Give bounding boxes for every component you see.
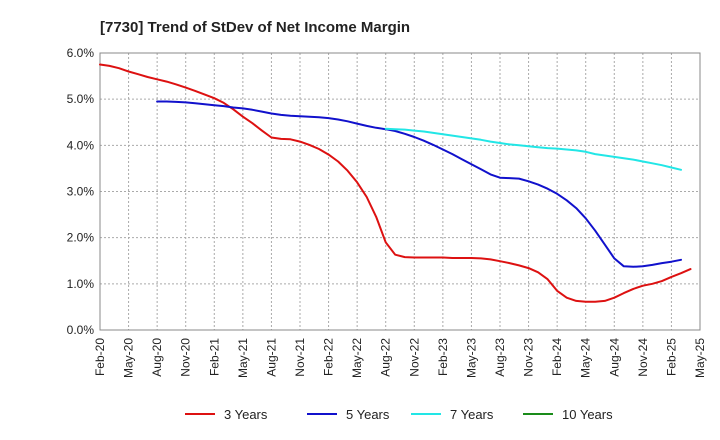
x-tick-label: May-25 <box>693 338 707 378</box>
chart-title: [7730] Trend of StDev of Net Income Marg… <box>100 19 410 36</box>
x-tick-label: Nov-21 <box>293 338 307 377</box>
y-tick-label: 1.0% <box>67 277 95 291</box>
x-tick-label: Feb-20 <box>93 338 107 376</box>
plot-frame <box>99 52 701 331</box>
y-tick-label: 2.0% <box>67 231 95 245</box>
axes: 0.0% 1.0% 2.0% 3.0% 4.0% 5.0% 6.0% Feb-20 May-20… <box>67 46 707 378</box>
grid <box>99 52 701 331</box>
legend-label: 3 Years <box>224 407 268 422</box>
y-tick-label: 5.0% <box>67 92 95 106</box>
x-tick-label: Aug-20 <box>150 338 164 377</box>
series-lines <box>99 63 692 303</box>
x-tick-label: Nov-24 <box>636 338 650 377</box>
x-tick-label: Feb-21 <box>207 338 221 376</box>
x-tick-label: Aug-22 <box>379 338 393 377</box>
legend-label: 5 Years <box>346 407 390 422</box>
x-tick-label: Aug-21 <box>264 338 278 377</box>
legend-label: 7 Years <box>450 407 494 422</box>
x-tick-label: Feb-25 <box>664 338 678 376</box>
x-tick-label: May-22 <box>350 338 364 378</box>
legend: 3 Years 5 Years 7 Years 10 Years <box>185 407 613 422</box>
x-tick-label: Nov-23 <box>522 338 536 377</box>
x-tick-label: Feb-23 <box>436 338 450 376</box>
x-tick-label: Aug-24 <box>607 338 621 377</box>
y-tick-label: 4.0% <box>67 138 95 152</box>
x-tick-label: Aug-23 <box>493 338 507 377</box>
x-tick-label: May-20 <box>122 338 136 378</box>
legend-label: 10 Years <box>562 407 613 422</box>
x-tick-label: Nov-20 <box>179 338 193 377</box>
y-tick-label: 3.0% <box>67 185 95 199</box>
x-tick-label: May-23 <box>464 338 478 378</box>
y-tick-label: 0.0% <box>67 323 95 337</box>
series-line-5-years <box>156 100 682 268</box>
series-line-7-years <box>384 127 682 171</box>
x-tick-label: Nov-22 <box>407 338 421 377</box>
x-tick-label: Feb-22 <box>322 338 336 376</box>
x-tick-label: May-24 <box>579 338 593 378</box>
series-line-3-years <box>99 63 692 303</box>
x-tick-label: May-21 <box>236 338 250 378</box>
x-tick-label: Feb-24 <box>550 338 564 376</box>
y-tick-label: 6.0% <box>67 46 95 60</box>
